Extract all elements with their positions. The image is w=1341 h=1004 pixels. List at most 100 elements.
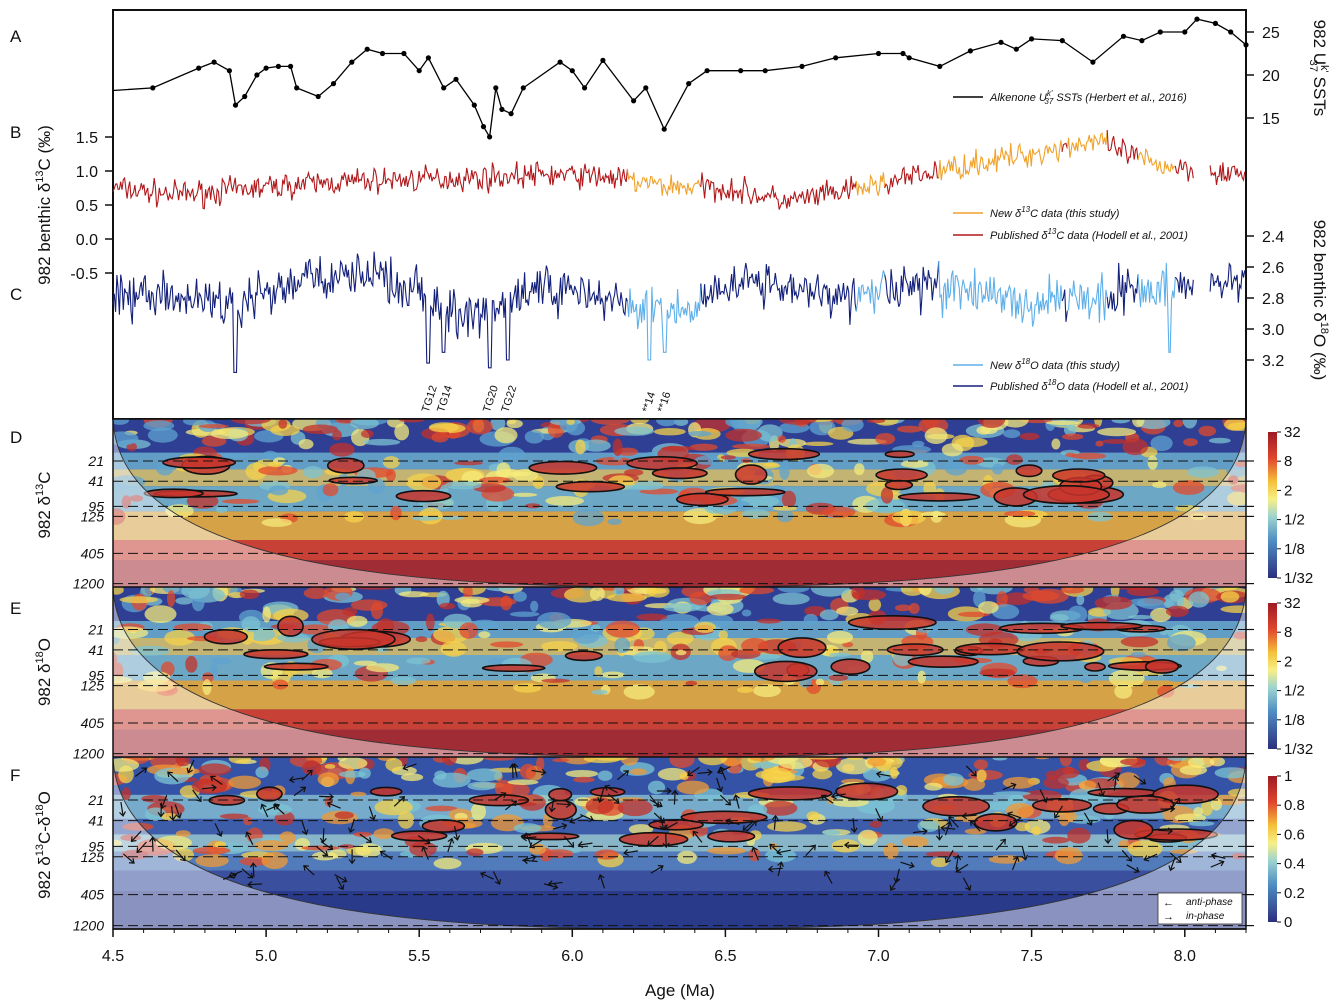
heatmap-blob	[1233, 631, 1246, 640]
x-tick-label: 5.0	[255, 948, 277, 965]
phase-arrow	[521, 834, 537, 842]
heatmap-blob	[781, 490, 797, 509]
heatmap-blob	[941, 443, 964, 457]
phase-arrow	[260, 803, 269, 818]
colorbar-tick-label: 0.2	[1284, 885, 1305, 902]
heatmap-blob	[175, 830, 191, 838]
heatmap-blob	[525, 503, 541, 509]
heatmap-blob	[210, 657, 231, 665]
heatmap-blob	[1079, 780, 1097, 790]
heatmap-blob	[382, 456, 400, 469]
heatmap-blob	[113, 587, 124, 595]
heatmap-blob	[1188, 591, 1210, 608]
heatmap-blob	[1167, 676, 1193, 682]
phase-arrow	[134, 767, 148, 777]
heatmap-blob	[261, 518, 293, 527]
heatmap-blob	[806, 463, 835, 479]
heatmap-blob	[1031, 826, 1042, 836]
panel-a-point	[1212, 20, 1218, 26]
heatmap-blob	[657, 767, 688, 781]
heatmap-blob	[1186, 466, 1219, 478]
heatmap-blob	[943, 773, 964, 786]
heatmap-blob	[394, 423, 410, 441]
heatmap-blob	[1230, 484, 1246, 493]
phase-arrow	[334, 873, 348, 883]
phase-arrow	[607, 793, 620, 804]
heatmap-blob	[1214, 767, 1246, 779]
panel-a-point	[330, 81, 337, 87]
panel-a-point	[379, 50, 386, 57]
phase-arrow	[616, 770, 630, 781]
heatmap-blob	[613, 587, 625, 596]
panel-a-point	[364, 46, 370, 52]
heatmap-blob	[1235, 460, 1246, 468]
heatmap-blob	[1120, 636, 1159, 648]
significance-contour	[263, 662, 329, 671]
phase-arrow	[348, 849, 356, 865]
heatmap-blob	[302, 466, 323, 479]
phase-arrow	[650, 864, 664, 874]
colorbar-tick-label: 8	[1284, 453, 1292, 470]
heatmap-blob	[1150, 435, 1173, 452]
heatmap-blob	[1127, 598, 1164, 607]
heatmap-blob	[777, 587, 810, 593]
phase-arrow	[604, 784, 618, 794]
heatmap-blob	[1165, 605, 1189, 618]
heatmap-blob	[1094, 596, 1133, 610]
heatmap-blob	[415, 636, 428, 643]
heatmap-blob	[753, 684, 781, 698]
heatmap-blob	[191, 778, 227, 794]
phase-arrow	[719, 794, 732, 806]
heatmap-blob	[647, 780, 666, 795]
heatmap-blob	[1071, 452, 1107, 460]
panel-a-point	[906, 55, 912, 61]
heatmap-blob	[706, 602, 734, 616]
heatmap-blob	[530, 600, 539, 613]
colorbar-tick-label: 2	[1284, 653, 1292, 670]
heatmap-blob	[959, 455, 984, 465]
panel-a-point	[1182, 29, 1188, 35]
heatmap-blob	[1002, 776, 1036, 789]
period-tick-label: 1200	[73, 746, 104, 762]
heatmap-blob	[532, 475, 545, 489]
heatmap-blob	[122, 822, 154, 831]
panel-c-ylabel: 982 benthic δ18O (‰)	[1310, 220, 1330, 381]
phase-arrow	[531, 768, 547, 776]
panel-f-heatmap	[113, 757, 1246, 929]
period-tick-label: 95	[88, 838, 104, 854]
heatmap-band	[113, 891, 1246, 929]
period-tick-label: 125	[81, 678, 105, 694]
heatmap-blob	[573, 776, 595, 783]
significance-contour	[1060, 621, 1144, 631]
phase-arrow	[733, 794, 740, 809]
panel-c-new-segment	[1137, 262, 1176, 353]
phase-arrow	[130, 830, 142, 843]
period-tick-label: 41	[88, 473, 104, 489]
heatmap-blob	[221, 498, 260, 504]
panel-b-new-segment	[1137, 147, 1176, 175]
phase-arrow	[149, 836, 156, 852]
phase-arrow	[940, 824, 956, 832]
panel-a-point	[441, 85, 447, 91]
phase-arrow	[402, 763, 417, 771]
phase-arrow	[664, 821, 678, 831]
heatmap-blob	[332, 429, 342, 441]
heatmap-blob	[511, 492, 538, 497]
colorbar-e: 32 8 2 1/2 1/8 1/32	[1268, 595, 1313, 758]
heatmap-blob	[425, 805, 458, 812]
heatmap-blob	[198, 424, 229, 429]
heatmap-band	[113, 870, 1246, 892]
significance-contour	[835, 782, 899, 801]
phase-arrow	[119, 801, 126, 817]
heatmap-blob	[1004, 510, 1036, 517]
heatmap-blob	[894, 604, 912, 612]
heatmap-blob	[1179, 684, 1201, 689]
phase-arrow	[569, 815, 583, 824]
phase-arrow	[716, 777, 724, 793]
significance-contour	[707, 830, 756, 843]
period-tick-label: 405	[81, 887, 105, 903]
panel-letter-c: C	[10, 285, 22, 304]
period-tick-label: 41	[88, 642, 104, 658]
heatmap-blob	[1006, 454, 1023, 465]
heatmap-blob	[1172, 480, 1205, 495]
